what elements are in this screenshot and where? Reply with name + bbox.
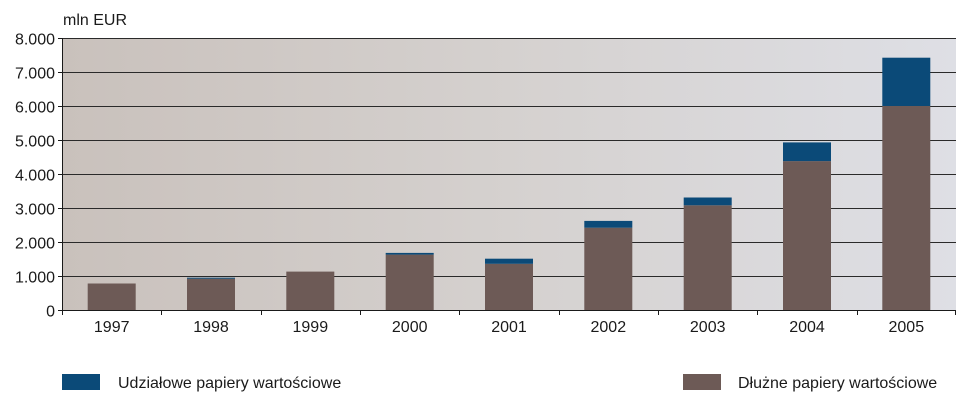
- y-axis-label: mln EUR: [63, 12, 127, 29]
- legend-item-udzialowe: Udziałowe papiery wartościowe: [62, 374, 341, 392]
- x-tick-label-2004: 2004: [789, 319, 825, 336]
- y-tick-label-2000: 2.000: [15, 236, 55, 253]
- legend-swatch-udzialowe: [62, 374, 100, 390]
- bar-2003-dluzne: [683, 205, 732, 310]
- bar-1999-dluzne: [286, 271, 335, 310]
- y-tick-label-5000: 5.000: [15, 134, 55, 151]
- legend-swatch-dluzne: [683, 374, 721, 390]
- x-tick-label-2003: 2003: [690, 319, 726, 336]
- y-tick-label-8000: 8.000: [15, 32, 55, 49]
- y-tick-label-0: 0: [46, 304, 55, 321]
- x-tick-label-2000: 2000: [392, 319, 428, 336]
- bar-1998-dluzne: [187, 278, 235, 310]
- bar-2004-dluzne: [783, 161, 831, 310]
- legend: Udziałowe papiery wartościowe Dłużne pap…: [62, 374, 937, 392]
- bar-2001-dluzne: [485, 263, 533, 310]
- bar-1998-udzialowe: [187, 277, 235, 279]
- x-tick-label-2005: 2005: [889, 319, 925, 336]
- legend-item-dluzne: Dłużne papiery wartościowe: [683, 374, 937, 392]
- legend-label-udzialowe: Udziałowe papiery wartościowe: [118, 375, 341, 392]
- y-tick-label-4000: 4.000: [15, 168, 55, 185]
- x-tick-label-1999: 1999: [293, 319, 329, 336]
- x-tick-label-2001: 2001: [491, 319, 527, 336]
- bar-2002-dluzne: [584, 227, 633, 310]
- bar-2004-udzialowe: [783, 142, 831, 162]
- x-tick-label-1998: 1998: [193, 319, 229, 336]
- bar-2005-udzialowe: [882, 57, 931, 106]
- y-tick-label-1000: 1.000: [15, 270, 55, 287]
- gridlines: [62, 38, 956, 277]
- bar-2001-udzialowe: [485, 258, 533, 264]
- bar-2003-udzialowe: [683, 197, 732, 206]
- bar-2000-dluzne: [385, 254, 434, 310]
- x-tick-labels: 1997 1998 1999 2000 2001 2002 2003 2004 2005: [94, 319, 924, 336]
- bar-2000-udzialowe: [385, 252, 434, 255]
- axes: [58, 38, 956, 315]
- x-tick-label-1997: 1997: [94, 319, 130, 336]
- y-tick-label-3000: 3.000: [15, 202, 55, 219]
- bar-2002-udzialowe: [584, 220, 633, 228]
- bar-1997-dluzne: [87, 283, 136, 310]
- y-tick-label-7000: 7.000: [15, 66, 55, 83]
- y-tick-labels: 0 1.000 2.000 3.000 4.000 5.000 6.000 7.000 8.00…: [15, 32, 55, 321]
- y-tick-label-6000: 6.000: [15, 100, 55, 117]
- bar-2005-dluzne: [882, 106, 931, 310]
- bars: [87, 57, 931, 310]
- legend-label-dluzne: Dłużne papiery wartościowe: [738, 375, 937, 392]
- x-tick-label-2002: 2002: [591, 319, 627, 336]
